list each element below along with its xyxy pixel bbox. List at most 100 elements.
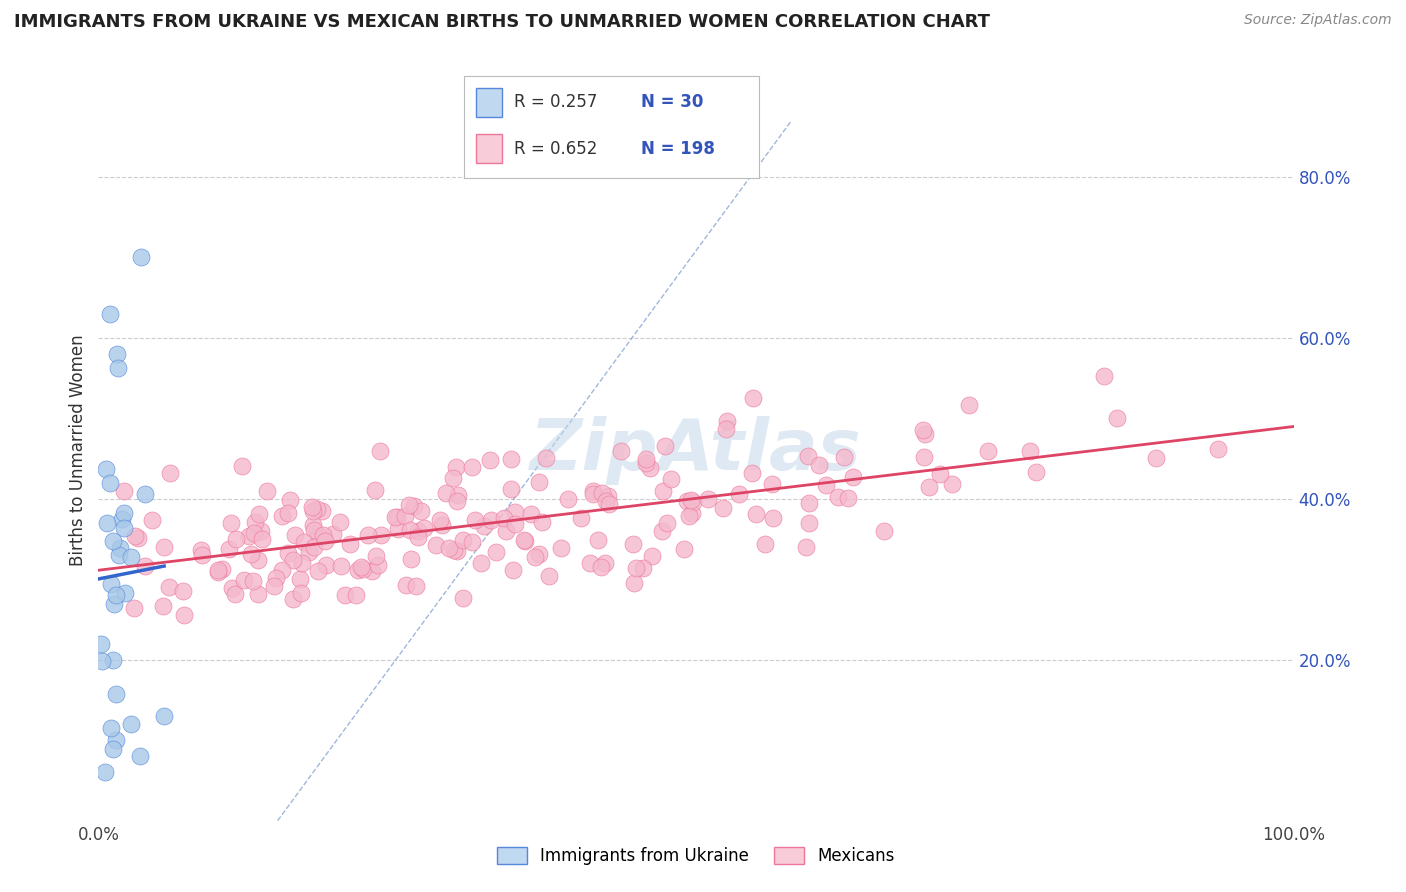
Point bbox=[495, 524, 517, 538]
Point bbox=[307, 528, 329, 542]
Point bbox=[264, 571, 287, 585]
Point bbox=[322, 526, 344, 541]
Point bbox=[103, 534, 125, 549]
Point bbox=[538, 569, 561, 583]
Point bbox=[524, 550, 547, 565]
Point bbox=[742, 392, 765, 406]
Point bbox=[290, 586, 312, 600]
Point bbox=[485, 545, 508, 559]
Point bbox=[190, 542, 212, 557]
Point bbox=[716, 422, 738, 436]
Point bbox=[807, 458, 830, 472]
Point bbox=[153, 709, 176, 723]
Point bbox=[278, 493, 301, 508]
Point bbox=[301, 500, 323, 514]
Point bbox=[1018, 443, 1040, 458]
Point bbox=[534, 450, 557, 465]
Point bbox=[651, 524, 673, 538]
Point bbox=[657, 516, 679, 530]
Point bbox=[152, 599, 174, 614]
Point bbox=[815, 477, 838, 491]
Point bbox=[112, 521, 135, 535]
Point bbox=[640, 460, 662, 475]
Point bbox=[127, 531, 149, 545]
Point bbox=[598, 497, 620, 511]
Point bbox=[238, 529, 260, 543]
Point bbox=[472, 519, 495, 533]
Point bbox=[105, 687, 128, 701]
Point bbox=[283, 553, 305, 567]
Point bbox=[569, 510, 592, 524]
Y-axis label: Births to Unmarried Women: Births to Unmarried Women bbox=[69, 334, 87, 566]
Point bbox=[100, 722, 122, 736]
Point bbox=[357, 528, 380, 542]
Point bbox=[796, 450, 818, 464]
Point bbox=[873, 524, 896, 538]
Point bbox=[256, 483, 278, 498]
Point bbox=[304, 523, 326, 537]
Point bbox=[502, 563, 524, 577]
Point bbox=[243, 526, 266, 541]
Point bbox=[364, 549, 387, 563]
Point bbox=[307, 502, 329, 516]
Point bbox=[531, 515, 554, 529]
Point bbox=[384, 509, 406, 524]
Point bbox=[283, 591, 305, 606]
Point bbox=[246, 587, 269, 601]
Point bbox=[499, 451, 522, 466]
Point bbox=[292, 534, 315, 549]
Point bbox=[333, 589, 356, 603]
Point bbox=[301, 504, 323, 518]
Point bbox=[429, 514, 451, 528]
Point bbox=[586, 533, 609, 548]
Point bbox=[398, 523, 420, 537]
Point bbox=[745, 507, 768, 521]
Point bbox=[595, 556, 617, 570]
Point bbox=[224, 587, 246, 601]
Point bbox=[406, 524, 429, 538]
Text: R = 0.257: R = 0.257 bbox=[515, 93, 598, 111]
Point bbox=[513, 533, 536, 547]
Point bbox=[329, 515, 352, 529]
Point bbox=[387, 509, 409, 524]
Point bbox=[799, 496, 821, 510]
Point bbox=[741, 466, 763, 480]
Point bbox=[675, 494, 697, 508]
Point bbox=[173, 607, 195, 622]
Point bbox=[105, 347, 128, 361]
Bar bbox=[475, 88, 502, 117]
Point bbox=[479, 453, 502, 467]
Point bbox=[159, 466, 181, 480]
Point bbox=[211, 562, 233, 576]
Point bbox=[401, 552, 423, 566]
Point bbox=[578, 556, 600, 570]
Point bbox=[122, 601, 145, 615]
Point bbox=[247, 553, 270, 567]
Text: Source: ZipAtlas.com: Source: ZipAtlas.com bbox=[1244, 13, 1392, 28]
Point bbox=[114, 586, 136, 600]
Point bbox=[172, 584, 194, 599]
Point bbox=[110, 541, 132, 555]
Point bbox=[912, 450, 935, 465]
Legend: Immigrants from Ukraine, Mexicans: Immigrants from Ukraine, Mexicans bbox=[491, 840, 901, 871]
Point bbox=[451, 591, 474, 605]
Point bbox=[430, 518, 453, 533]
Point bbox=[914, 427, 936, 442]
Point bbox=[315, 558, 337, 572]
Point bbox=[446, 544, 468, 558]
Bar bbox=[475, 135, 502, 163]
Point bbox=[827, 490, 849, 504]
Point bbox=[141, 513, 163, 527]
Point bbox=[406, 530, 429, 544]
Point bbox=[623, 576, 645, 591]
Point bbox=[112, 484, 135, 499]
Point bbox=[595, 494, 617, 508]
Point bbox=[499, 483, 522, 497]
Point bbox=[441, 471, 464, 485]
Point bbox=[461, 535, 484, 549]
Point bbox=[247, 507, 270, 521]
Point bbox=[311, 503, 333, 517]
Point bbox=[918, 480, 941, 494]
Point bbox=[218, 542, 240, 557]
Point bbox=[239, 547, 262, 561]
